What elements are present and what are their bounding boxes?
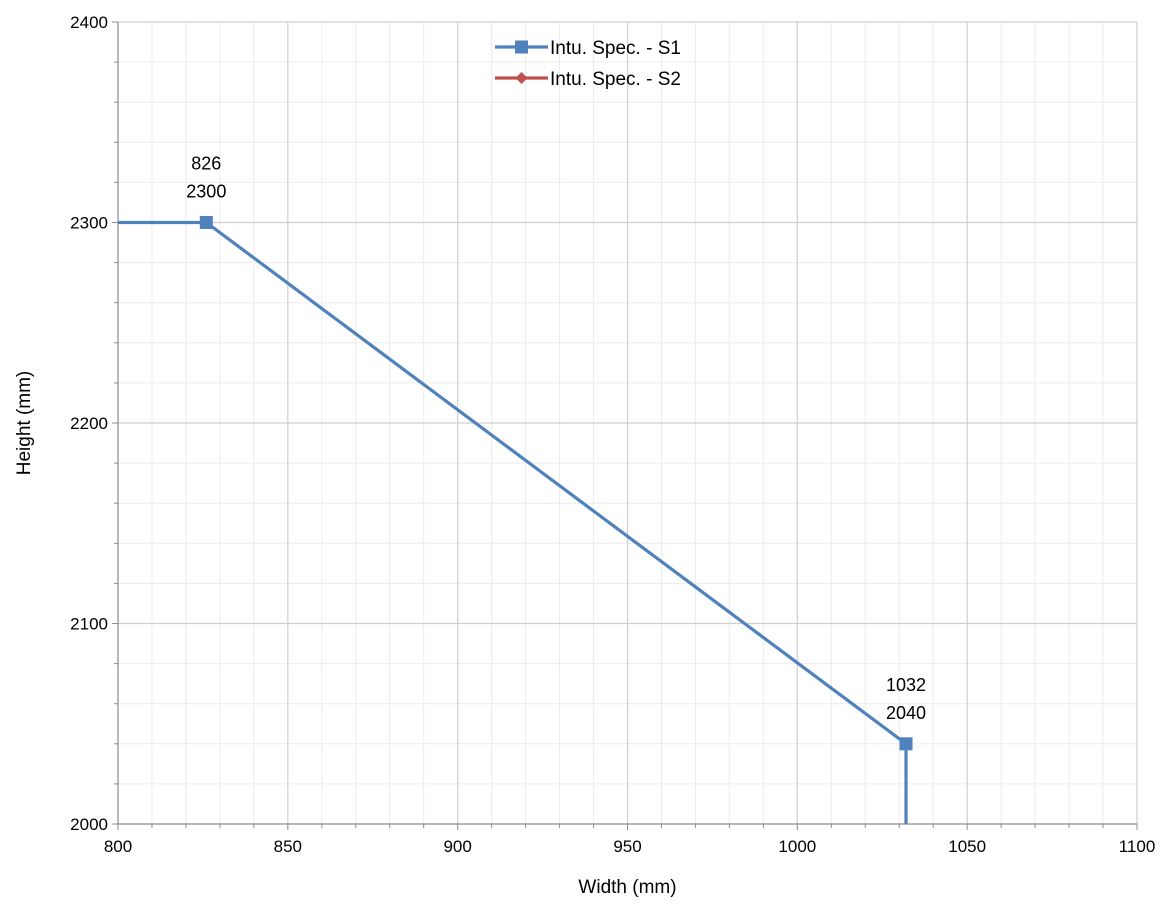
x-axis-title: Width (mm) xyxy=(578,877,676,898)
x-tick-label: 1050 xyxy=(948,837,986,856)
major-gridlines xyxy=(118,21,1138,824)
legend-entry-2: Intu. Spec. - S2 xyxy=(495,69,681,90)
legend-swatch-marker xyxy=(515,40,528,54)
y-tick-label: 2400 xyxy=(70,13,108,32)
series-1-point xyxy=(899,737,913,751)
y-tick-label: 2300 xyxy=(70,214,108,233)
series-1-point xyxy=(199,216,213,229)
series-layer xyxy=(118,216,913,824)
data-label-y: 2300 xyxy=(186,182,226,202)
x-tick-label: 850 xyxy=(274,837,302,856)
x-tick-label: 800 xyxy=(104,837,132,856)
tick-labels: 800 850 900 950 1000 1050 1100 2000 2100 2200 2300… xyxy=(70,13,1155,856)
data-labels: 826 2300 1032 2040 xyxy=(186,154,926,723)
y-tick-label: 2100 xyxy=(70,615,108,634)
x-tick-label: 950 xyxy=(613,837,641,856)
legend-entry-1: Intu. Spec. - S1 xyxy=(495,38,681,59)
series-1 xyxy=(118,216,913,824)
data-label-x: 826 xyxy=(191,154,221,174)
x-tick-label: 1100 xyxy=(1119,837,1156,856)
axes xyxy=(112,21,1138,830)
y-axis-title: Height (mm) xyxy=(14,371,35,476)
legend-label: Intu. Spec. - S1 xyxy=(550,38,681,59)
x-tick-label: 1000 xyxy=(778,837,816,856)
y-tick-label: 2200 xyxy=(70,414,108,433)
x-tick-label: 900 xyxy=(443,837,471,856)
legend-label: Intu. Spec. - S2 xyxy=(550,69,681,90)
y-tick-label: 2000 xyxy=(70,815,108,834)
legend-swatch-marker xyxy=(515,72,528,84)
legend: Intu. Spec. - S1 Intu. Spec. - S2 xyxy=(495,38,681,90)
data-label-x: 1032 xyxy=(886,675,926,695)
series-1-line xyxy=(118,220,908,824)
data-label-y: 2040 xyxy=(886,703,926,723)
